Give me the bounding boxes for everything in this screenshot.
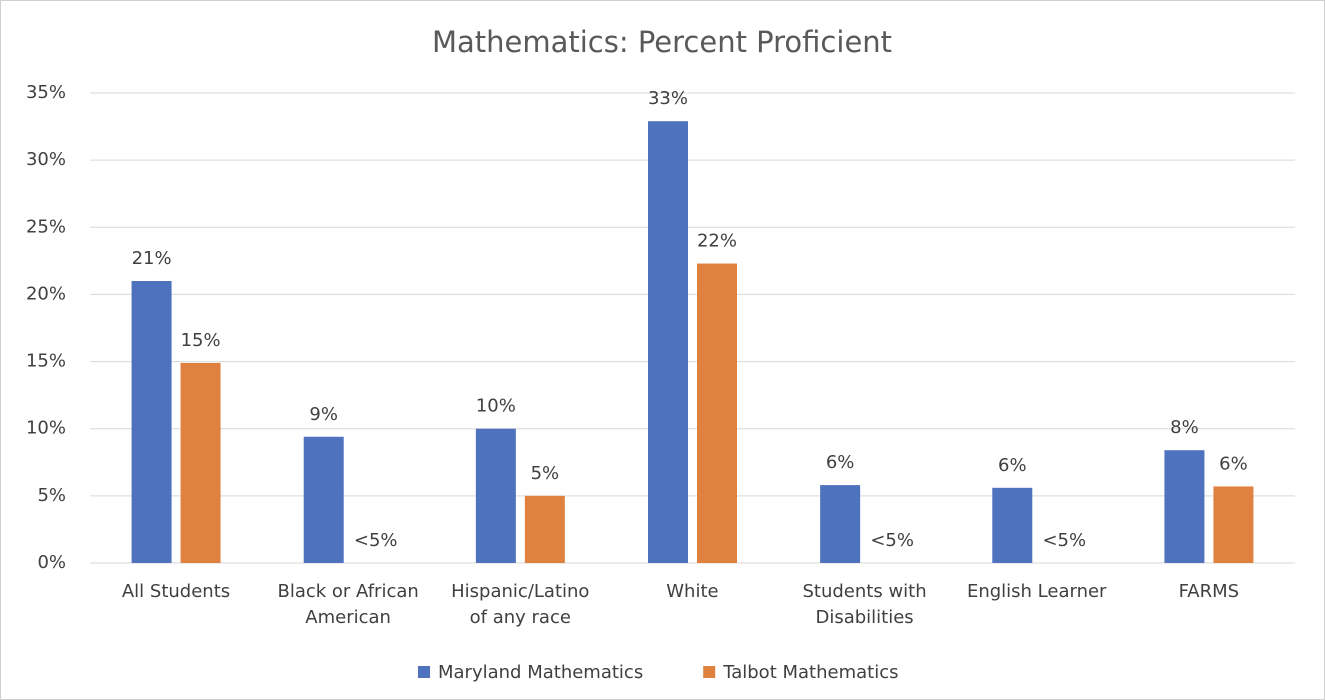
bar <box>131 281 172 563</box>
x-tick-label: Students with Disabilities <box>802 581 927 628</box>
bar <box>303 436 344 563</box>
y-tick-label: 10% <box>26 418 66 439</box>
legend-swatch <box>703 666 716 678</box>
x-tick-label: FARMS <box>1178 581 1240 602</box>
bar <box>1213 486 1254 563</box>
y-tick-label: 30% <box>26 149 66 170</box>
legend-label: Talbot Mathematics <box>722 662 898 683</box>
bar <box>697 263 737 563</box>
data-label: 22% <box>697 231 737 252</box>
bar <box>1164 450 1205 563</box>
data-label: 6% <box>1219 453 1248 474</box>
y-tick-label: 0% <box>37 552 66 573</box>
legend-label: Maryland Mathematics <box>438 662 643 683</box>
x-tick-label: English Learner <box>966 581 1107 602</box>
x-tick-label: White <box>666 581 719 602</box>
legend-swatch <box>418 666 430 678</box>
data-label: <5% <box>870 530 914 551</box>
x-tick-label: Black or African American <box>277 581 419 628</box>
data-label: 6% <box>826 452 855 473</box>
bar <box>180 362 221 563</box>
x-tick-label: Hispanic/Latino of any race <box>451 581 590 628</box>
data-label: 21% <box>132 248 172 269</box>
data-label: 10% <box>476 396 516 417</box>
y-tick-label: 20% <box>26 283 66 304</box>
y-tick-label: 15% <box>26 351 66 372</box>
y-tick-label: 25% <box>26 216 66 237</box>
data-label: <5% <box>354 530 398 551</box>
data-label: 9% <box>309 404 338 425</box>
data-label: 33% <box>648 88 688 109</box>
data-label: 8% <box>1170 417 1199 438</box>
y-tick-label: 5% <box>37 485 66 506</box>
data-label: 15% <box>181 330 221 351</box>
bar <box>992 487 1033 563</box>
x-tick-label: All Students <box>121 581 231 602</box>
data-label: 6% <box>998 455 1027 476</box>
chart-title: Mathematics: Percent Proficient <box>432 25 892 59</box>
bar <box>648 121 688 563</box>
y-tick-label: 35% <box>26 82 66 103</box>
bar <box>475 428 516 563</box>
data-label: <5% <box>1042 530 1086 551</box>
data-label: 5% <box>531 463 560 484</box>
bar <box>820 485 861 563</box>
bar <box>524 495 565 563</box>
